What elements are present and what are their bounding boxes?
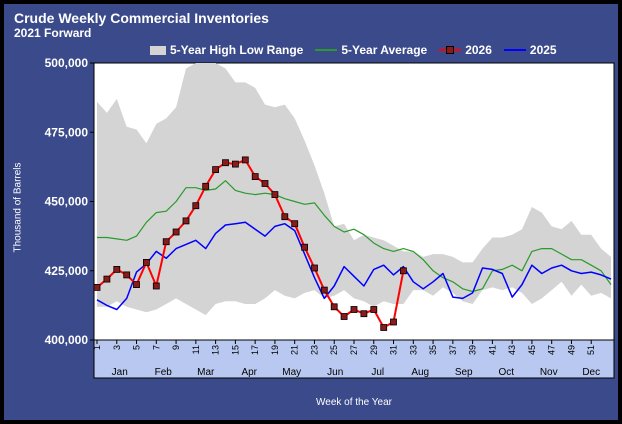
week-tick-label: 1	[92, 345, 102, 350]
legend-label-average: 5-Year Average	[341, 43, 428, 57]
series-2026-point	[291, 220, 299, 228]
legend-label-2025: 2025	[529, 43, 557, 57]
series-2026-point	[202, 182, 210, 190]
month-label: Oct	[498, 367, 514, 378]
series-2026-point	[301, 243, 309, 251]
chart-subtitle: 2021 Forward	[14, 26, 92, 40]
y-tick-label: 475,000	[45, 125, 89, 139]
series-2026-point	[162, 238, 170, 246]
series-2026-point	[133, 281, 140, 289]
series-2026-point	[370, 306, 378, 313]
series-2026-point	[360, 310, 368, 318]
series-2026-point	[330, 303, 338, 311]
series-2026-point	[222, 159, 229, 167]
week-tick-label: 41	[487, 345, 497, 355]
series-2026-point	[103, 275, 111, 283]
legend-swatch-average	[315, 49, 338, 51]
week-tick-label: 43	[507, 345, 517, 355]
week-tick-label: 23	[309, 345, 319, 355]
legend: 5-Year High Low Range 5-Year Average 202…	[150, 41, 569, 59]
week-tick-label: 51	[586, 345, 596, 355]
month-label: Feb	[155, 367, 173, 378]
series-2026-point	[152, 282, 160, 290]
week-tick-label: 33	[408, 345, 418, 355]
y-tick-label: 450,000	[45, 195, 89, 209]
series-2025-line	[96, 221, 612, 311]
series-2026-point	[123, 271, 131, 279]
month-label: Jul	[371, 367, 384, 378]
y-tick-label: 500,000	[45, 56, 89, 70]
month-label: Aug	[411, 367, 429, 378]
legend-label-range: 5-Year High Low Range	[170, 43, 304, 57]
series-2026-point	[390, 318, 397, 326]
month-label: Apr	[241, 367, 257, 378]
legend-item-average: 5-Year Average	[315, 43, 427, 57]
series-2026-point	[311, 264, 318, 272]
series-2026-point	[380, 324, 388, 331]
week-tick-label: 7	[151, 345, 161, 350]
legend-item-2026: 2026	[439, 43, 492, 57]
week-tick-label: 29	[369, 345, 379, 355]
y-axis-label: Thousand of Barrels	[12, 162, 24, 253]
x-axis-label: Week of the Year	[316, 397, 392, 408]
month-label: Nov	[540, 367, 558, 378]
week-tick-label: 15	[230, 345, 240, 355]
week-tick-label: 31	[389, 345, 399, 355]
month-label: Mar	[197, 367, 215, 378]
week-tick-label: 13	[211, 345, 221, 355]
month-label: Dec	[582, 367, 600, 378]
legend-swatch-2026	[439, 46, 462, 54]
legend-swatch-2025	[503, 49, 526, 51]
series-2026-point	[271, 191, 279, 199]
series-2026-point	[212, 166, 220, 174]
week-tick-label: 3	[112, 345, 122, 350]
series-2026-point	[192, 202, 200, 210]
y-tick-label: 425,000	[45, 264, 89, 278]
series-2026-point	[182, 217, 190, 225]
range-band	[97, 63, 611, 316]
month-label: Jun	[327, 367, 343, 378]
month-label: Sep	[455, 367, 473, 378]
series-2026-point	[320, 286, 328, 294]
week-tick-label: 45	[527, 345, 537, 355]
series-2026-point	[113, 265, 121, 273]
y-tick-label: 400,000	[45, 333, 89, 347]
legend-swatch-range	[150, 45, 166, 55]
week-tick-label: 27	[349, 345, 359, 355]
month-label: May	[282, 367, 301, 378]
week-tick-label: 5	[132, 345, 142, 350]
y-axis-label-wrap: Thousand of Barrels	[10, 140, 24, 280]
series-2026-point	[399, 267, 407, 275]
chart-title: Crude Weekly Commercial Inventories	[14, 10, 269, 26]
series-2026-point	[241, 156, 249, 164]
legend-item-2025: 2025	[503, 43, 557, 57]
month-label: Jan	[112, 367, 128, 378]
series-2026-point	[142, 258, 150, 266]
week-tick-label: 9	[171, 345, 181, 350]
average-line	[97, 180, 612, 293]
week-tick-label: 21	[290, 345, 300, 355]
legend-item-range: 5-Year High Low Range	[150, 43, 303, 57]
series-2026-point	[261, 180, 269, 187]
week-tick-label: 35	[428, 345, 438, 355]
week-tick-label: 37	[448, 345, 458, 355]
series-2026-point	[251, 173, 259, 181]
week-tick-label: 47	[547, 345, 557, 355]
series-2026-point	[350, 306, 358, 313]
week-tick-label: 17	[250, 345, 260, 355]
series-2026-point	[172, 228, 180, 236]
series-2026-point	[281, 213, 289, 221]
legend-label-2026: 2026	[465, 43, 492, 57]
series-2026-point	[231, 160, 239, 168]
week-tick-label: 25	[329, 345, 339, 355]
series-2026-point	[93, 283, 101, 291]
week-tick-label: 19	[270, 345, 280, 355]
series-2026-point	[340, 313, 348, 320]
week-tick-label: 11	[191, 345, 201, 354]
week-tick-label: 39	[468, 345, 478, 355]
week-tick-label: 49	[566, 345, 576, 355]
